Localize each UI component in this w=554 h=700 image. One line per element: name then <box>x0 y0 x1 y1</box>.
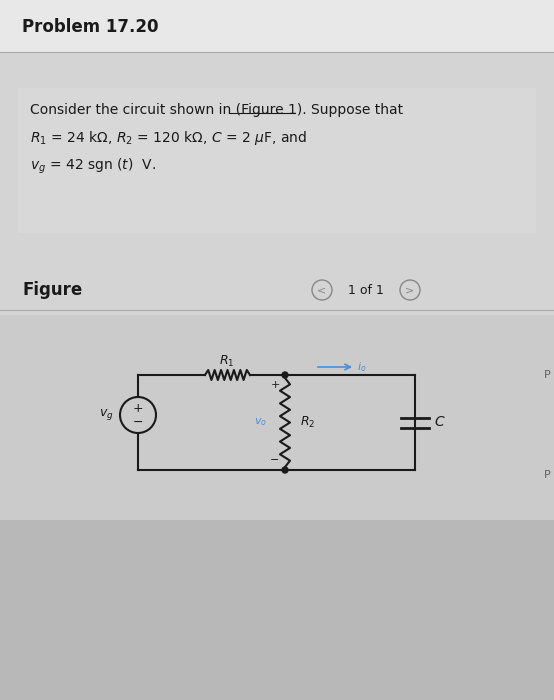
Text: $R_1$ = 24 k$\Omega$, $R_2$ = 120 k$\Omega$, $C$ = 2 $\mu$F, and: $R_1$ = 24 k$\Omega$, $R_2$ = 120 k$\Ome… <box>30 129 307 147</box>
Text: +: + <box>270 380 280 390</box>
Text: $C$: $C$ <box>434 416 445 430</box>
Bar <box>0 315 554 520</box>
Text: $v_g$: $v_g$ <box>99 407 114 423</box>
Text: Consider the circuit shown in (Figure 1). Suppose that: Consider the circuit shown in (Figure 1)… <box>30 103 403 117</box>
Circle shape <box>282 372 288 378</box>
Text: −: − <box>133 416 143 428</box>
Text: Figure: Figure <box>22 281 82 299</box>
Bar <box>18 88 536 233</box>
Bar <box>0 520 554 700</box>
Text: Problem 17.20: Problem 17.20 <box>22 18 158 36</box>
Text: $v_g$ = 42 sgn ($t$)  V.: $v_g$ = 42 sgn ($t$) V. <box>30 156 156 176</box>
Text: $R_2$: $R_2$ <box>300 415 315 430</box>
Text: $v_o$: $v_o$ <box>254 416 267 428</box>
Text: >: > <box>406 285 414 295</box>
Text: $i_o$: $i_o$ <box>357 360 367 374</box>
Text: +: + <box>133 402 143 416</box>
Text: $R_1$: $R_1$ <box>219 354 235 368</box>
Text: <: < <box>317 285 327 295</box>
Circle shape <box>282 467 288 473</box>
Text: P: P <box>544 470 551 480</box>
Text: P: P <box>544 370 551 380</box>
Text: −: − <box>270 455 280 465</box>
Bar <box>0 0 554 52</box>
Text: 1 of 1: 1 of 1 <box>348 284 384 297</box>
